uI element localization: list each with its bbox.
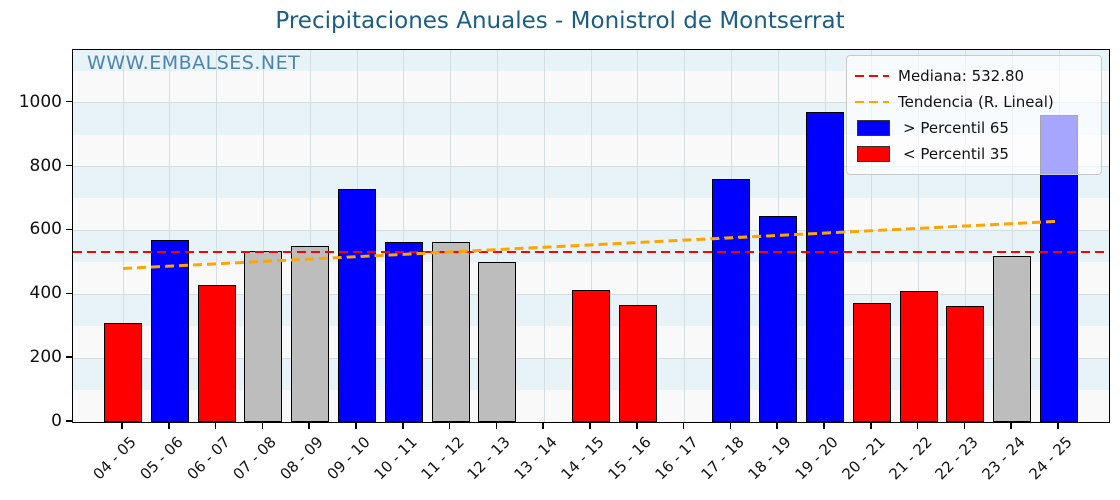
y-tick-mark [66,356,72,358]
y-tick-label: 1000 [18,91,62,112]
x-tick-mark [1057,422,1059,429]
bar-14-15 [572,290,610,422]
trend-dashed-line-sample [855,100,889,104]
x-tick-mark [542,422,544,429]
bar-22-23 [946,306,985,422]
vertical-gridline [1011,50,1013,422]
y-tick-mark [66,228,72,231]
vertical-gridline [590,50,592,422]
x-tick-mark [121,422,123,429]
median-dashed-line-sample [855,74,889,78]
legend-item-median: Mediana: 532.80 [855,63,1093,89]
y-tick-label: 400 [29,283,62,304]
legend-label-median: Mediana: 532.80 [898,67,1025,85]
bar-12-13 [478,262,517,422]
bar-19-20 [806,112,844,422]
bar-09-10 [338,188,376,422]
horizontal-gridline [73,166,1109,168]
bar-11-12 [431,242,470,422]
vertical-gridline [450,50,452,422]
x-tick-mark [823,422,825,429]
x-tick-mark [870,422,872,429]
red-patch-sample [857,146,890,162]
bar-15-16 [618,305,657,422]
plot-area: WWW.EMBALSES.NET Mediana: 532.80 Tendenc… [72,49,1110,423]
vertical-gridline [964,50,966,422]
x-tick-mark [448,422,451,429]
y-tick-mark [66,420,72,422]
bar-23-24 [993,255,1032,422]
vertical-gridline [122,50,124,422]
bar-08-09 [291,246,330,422]
legend-item-p65: > Percentil 65 [855,115,1093,141]
vertical-gridline [871,50,873,422]
x-tick-mark [402,422,404,429]
vertical-gridline [403,50,405,422]
legend: Mediana: 532.80 Tendencia (R. Lineal) > … [846,55,1102,175]
y-tick-mark [66,164,72,167]
bar-18-19 [759,216,798,422]
vertical-gridline [918,50,920,422]
vertical-gridline [543,50,545,422]
y-tick-label: 200 [29,347,62,368]
x-tick-mark [729,422,732,429]
bar-21-22 [899,291,938,422]
x-tick-mark [214,422,217,429]
legend-label-trend: Tendencia (R. Lineal) [898,93,1054,111]
x-tick-mark [682,422,685,429]
x-tick-mark [495,422,498,429]
bar-05-06 [150,240,189,422]
vertical-gridline [684,50,686,422]
bar-20-21 [852,303,891,422]
legend-item-p35: < Percentil 35 [855,141,1093,167]
vertical-gridline [216,50,218,422]
blue-patch-sample [857,120,890,136]
vertical-gridline [309,50,311,422]
horizontal-gridline [73,102,1109,104]
x-tick-mark [589,422,591,429]
bar-04-05 [104,323,142,422]
x-tick-mark [636,422,638,429]
vertical-gridline [169,50,171,422]
x-tick-mark [916,422,919,429]
legend-label-p65: > Percentil 65 [903,119,1009,137]
chart-title: Precipitaciones Anuales - Monistrol de M… [275,8,845,34]
x-tick-mark [776,422,778,429]
y-tick-mark [66,100,72,103]
vertical-gridline [262,50,264,422]
legend-label-p35: < Percentil 35 [903,145,1009,163]
vertical-gridline [496,50,498,422]
legend-item-trend: Tendencia (R. Lineal) [855,89,1093,115]
horizontal-gridline [73,229,1109,231]
x-tick-mark [963,422,966,429]
x-tick-mark [168,422,170,429]
vertical-gridline [637,50,639,422]
watermark: WWW.EMBALSES.NET [87,52,301,74]
y-tick-label: 600 [29,219,62,240]
y-tick-label: 0 [51,411,62,431]
x-tick-mark [1010,422,1012,429]
bar-06-07 [197,285,236,422]
y-tick-label: 800 [29,155,62,176]
bar-10-11 [384,241,423,422]
y-tick-mark [66,292,72,295]
x-tick-mark [308,422,310,429]
x-tick-mark [355,422,357,429]
bar-07-08 [244,251,283,422]
median-line [73,250,1109,254]
x-tick-mark [261,422,264,429]
bar-17-18 [712,179,751,422]
